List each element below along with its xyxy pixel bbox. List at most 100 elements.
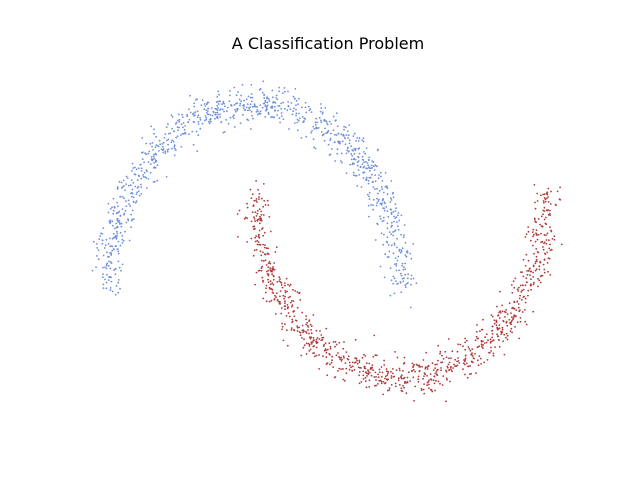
data-point [309,348,312,351]
data-point [434,389,436,392]
data-point [117,279,120,281]
data-point [286,307,289,310]
data-point [505,332,508,335]
data-point [253,199,256,202]
data-point [177,119,179,122]
data-point [255,180,257,182]
data-point [540,215,543,218]
data-point [506,338,509,341]
data-point [534,207,537,210]
data-point [102,283,105,286]
data-point [274,294,276,297]
data-point [153,166,156,169]
data-point [164,150,167,153]
data-point [251,100,253,103]
data-point [386,374,389,377]
data-point [321,134,324,137]
data-point [134,185,137,188]
data-point [250,110,253,113]
data-point [368,195,370,198]
data-point [326,374,329,377]
data-point [403,361,406,364]
data-point [117,260,120,263]
data-point [535,268,538,271]
data-point [352,135,355,138]
data-point [125,200,127,203]
data-point [406,376,409,379]
data-point [491,332,494,335]
data-point [529,239,532,242]
data-point [256,201,258,203]
data-point [470,372,472,375]
data-point [127,184,130,187]
data-point [457,343,459,346]
data-point [114,273,117,276]
data-point [542,263,545,266]
data-point [530,278,532,281]
data-point [238,209,241,212]
data-point [289,295,291,298]
data-point [338,341,341,344]
data-point [270,107,273,109]
data-point [385,185,388,188]
data-point [233,86,236,89]
data-point [305,135,308,138]
data-point [274,109,276,112]
data-point [135,200,138,203]
data-point [521,289,524,292]
data-point [280,107,283,110]
data-point [171,127,173,130]
data-point [293,329,296,332]
data-point [233,126,236,128]
data-point [225,110,228,113]
data-point [351,149,354,152]
data-point [367,204,370,207]
data-point [380,203,383,206]
data-point [137,174,140,177]
data-point [145,153,148,156]
data-point [425,351,428,354]
data-point [115,212,118,215]
data-point [368,167,371,170]
data-point [498,345,501,348]
data-point [246,103,249,106]
data-point [348,142,351,145]
data-point [505,309,508,311]
data-point [393,220,395,223]
data-point [286,109,289,112]
data-point [377,373,379,376]
data-point [239,104,241,107]
data-point [265,284,268,287]
data-point [442,375,445,377]
data-point [260,254,263,257]
data-point [298,97,300,100]
data-point [345,172,348,175]
data-point [404,241,407,244]
data-point [329,353,331,356]
data-point [310,329,313,331]
data-point [119,214,122,217]
data-point [250,237,253,240]
data-point [539,223,541,226]
data-point [275,246,278,249]
data-point [152,155,155,158]
data-point [315,338,318,341]
data-point [165,126,168,128]
data-point [374,188,376,191]
data-point [219,113,222,116]
data-point [322,336,325,339]
data-point [398,248,401,251]
data-point [491,325,494,328]
data-point [403,234,405,237]
data-point [182,122,185,124]
data-point [502,319,505,322]
data-point [522,258,525,261]
data-point [535,233,538,236]
data-point [365,386,368,389]
data-point [205,116,208,119]
data-point [116,230,118,233]
data-point [334,160,337,162]
data-point [392,192,394,195]
data-point [403,386,405,389]
data-point [403,224,406,227]
